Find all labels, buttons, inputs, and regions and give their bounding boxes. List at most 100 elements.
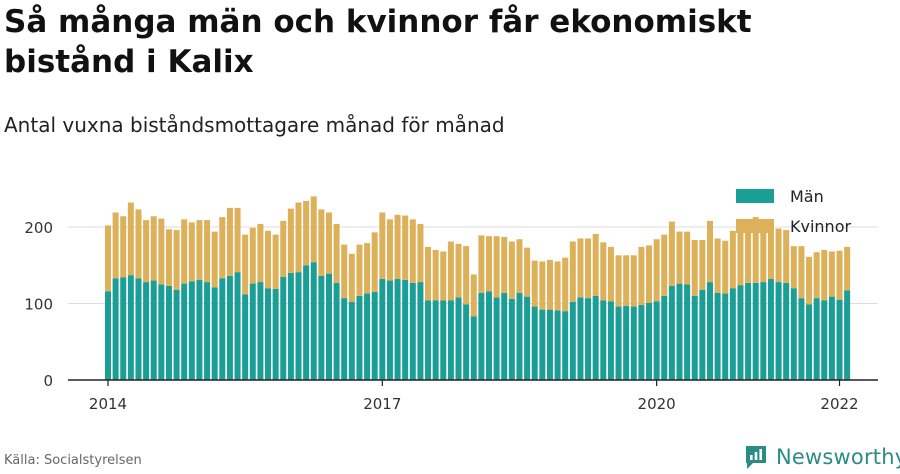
bar-men	[226, 275, 233, 380]
bar-men	[432, 300, 439, 380]
bar-women	[653, 239, 660, 302]
bar-women	[226, 207, 233, 276]
bar-men	[592, 295, 599, 380]
bar-men	[280, 276, 287, 381]
bar-women	[828, 251, 835, 297]
bar-men	[722, 293, 729, 381]
bar-women	[546, 259, 553, 310]
bar-women	[181, 219, 188, 284]
bar-women	[325, 212, 332, 274]
bar-women	[806, 256, 813, 305]
bar-women	[234, 207, 241, 273]
bar-men	[691, 295, 698, 380]
bar-women	[364, 243, 371, 294]
bar-men	[600, 300, 607, 380]
bar-men	[402, 279, 409, 380]
bar-men	[844, 290, 851, 380]
bar-men	[394, 279, 401, 380]
bar-men	[798, 298, 805, 380]
bar-men	[638, 305, 645, 380]
bar-men	[181, 283, 188, 380]
bar-women	[463, 246, 470, 305]
bar-men	[790, 288, 797, 380]
bar-men	[585, 298, 592, 380]
bar-women	[706, 220, 713, 283]
legend-label: Män	[790, 187, 824, 206]
bar-women	[691, 240, 698, 296]
bar-men	[699, 289, 706, 380]
bar-women	[371, 232, 378, 293]
bar-men	[668, 285, 675, 380]
newsworthy-logo-icon	[746, 446, 766, 469]
bar-men	[196, 279, 203, 380]
y-tick-label: 0	[43, 372, 53, 390]
legend-swatch-women	[736, 219, 774, 233]
bar-men	[569, 301, 576, 380]
bar-women	[478, 235, 485, 293]
bar-women	[531, 260, 538, 307]
bar-men	[745, 282, 752, 381]
bar-women	[729, 230, 736, 289]
bar-women	[120, 216, 127, 278]
bar-men	[341, 298, 348, 380]
bar-men	[493, 297, 500, 380]
bar-women	[524, 247, 531, 297]
stacked-bar-chart: 2014 2017 2020 2022 0 100 200 Män Kvinnor	[24, 187, 878, 413]
bar-series	[105, 196, 851, 381]
bar-women	[630, 255, 637, 307]
bar-men	[524, 296, 531, 381]
bar-women	[409, 219, 416, 283]
bar-men	[211, 287, 218, 380]
source-note: Källa: Socialstyrelsen	[4, 453, 142, 468]
bar-women	[668, 221, 675, 286]
bar-men	[478, 292, 485, 380]
bar-men	[150, 280, 157, 380]
bar-women	[714, 238, 721, 293]
bar-men	[630, 306, 637, 380]
bar-women	[440, 251, 447, 301]
bar-men	[531, 306, 538, 380]
legend-label: Kvinnor	[790, 217, 851, 236]
bar-men	[752, 282, 759, 381]
bar-men	[318, 275, 325, 380]
bar-women	[280, 220, 287, 277]
bar-men	[684, 284, 691, 381]
bar-men	[783, 282, 790, 381]
bar-men	[188, 281, 195, 380]
bar-men	[364, 293, 371, 381]
bar-men	[440, 300, 447, 380]
bar-men	[646, 302, 653, 381]
bar-women	[699, 240, 706, 290]
bar-women	[615, 255, 622, 307]
bar-men	[615, 306, 622, 380]
bar-women	[600, 242, 607, 301]
bar-men	[257, 282, 264, 380]
bar-women	[295, 202, 302, 273]
y-axis-labels: 0 100 200	[24, 219, 53, 390]
bar-men	[249, 283, 256, 380]
bar-men	[272, 288, 279, 380]
bar-men	[775, 282, 782, 380]
bar-men	[455, 297, 462, 380]
bar-women	[516, 239, 523, 293]
bar-men	[204, 282, 211, 380]
bar-women	[447, 241, 454, 301]
bar-men	[516, 292, 523, 380]
bar-women	[188, 222, 195, 282]
bar-women	[204, 220, 211, 283]
bar-women	[303, 200, 310, 266]
bar-women	[844, 246, 851, 291]
bar-women	[432, 249, 439, 301]
bar-men	[607, 301, 614, 380]
y-tick-label: 200	[24, 219, 53, 237]
bar-women	[554, 261, 561, 311]
bar-women	[143, 220, 150, 283]
bar-men	[562, 311, 569, 380]
bar-women	[508, 241, 515, 299]
bar-men	[836, 299, 843, 381]
brand-logo: Newsworthy	[744, 442, 900, 472]
bar-men	[821, 300, 828, 380]
bar-men	[486, 291, 492, 380]
bar-women	[470, 274, 477, 317]
bar-men	[409, 282, 416, 381]
